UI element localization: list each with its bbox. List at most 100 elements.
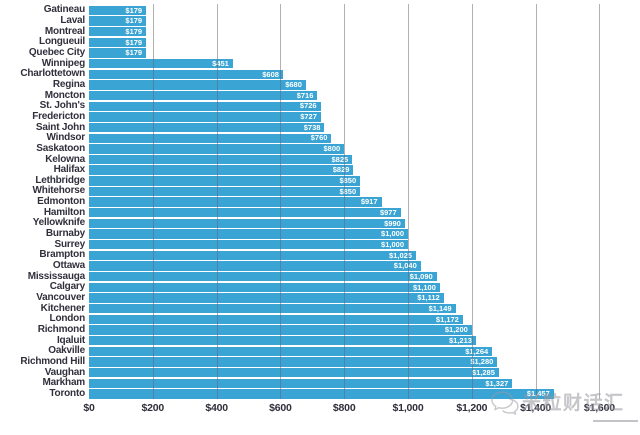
bar-value-label: $680: [285, 80, 302, 90]
bar-value-label: $608: [262, 69, 279, 79]
bar-value-label: $1,025: [389, 250, 412, 260]
bar-value-label: $990: [384, 218, 401, 228]
city-label: Yellowknife: [32, 217, 85, 229]
city-label: Richmond Hill: [20, 355, 85, 367]
chart-row: Iqaluit $1,213: [0, 335, 640, 346]
city-label: Toronto: [49, 387, 85, 399]
city-label: Calgary: [49, 281, 85, 293]
bar-value-label: $1,000: [381, 229, 404, 239]
bar: $451: [89, 58, 233, 69]
city-label: Hamilton: [43, 206, 85, 218]
bar-value-label: $1,172: [435, 314, 459, 324]
bar: $179: [89, 5, 147, 16]
bar: $1,285: [89, 367, 499, 378]
bar: $829: [89, 165, 354, 175]
bar-value-label: $716: [296, 90, 314, 100]
chart-row: Kitchener $1,149: [0, 303, 640, 314]
bar-value-label: $1,090: [409, 271, 433, 281]
city-label: Brampton: [39, 249, 85, 261]
bar: $1,280: [89, 357, 498, 367]
city-label: Burnaby: [45, 228, 85, 240]
bar: $1,457: [89, 389, 554, 399]
bar: $179: [89, 48, 147, 58]
city-label: Regina: [52, 78, 85, 90]
city-label: London: [49, 313, 86, 325]
bar-value-label: $850: [339, 176, 357, 186]
bar-value-label: $1,264: [465, 346, 489, 356]
chart-row: Toronto $1,457: [0, 387, 640, 400]
bar: $990: [89, 218, 405, 229]
chart-row: Vancouver $1,112: [0, 293, 640, 304]
chart-row: Regina $680: [0, 78, 640, 91]
city-label: Mississauga: [27, 270, 85, 282]
bar-value-label: $1,327: [485, 378, 509, 388]
chart-row: Laval $179: [0, 14, 640, 27]
bar: $179: [89, 37, 147, 47]
city-label: Montreal: [44, 25, 85, 37]
city-label: Lethbridge: [35, 174, 85, 186]
x-axis-tick-label: $800: [332, 402, 356, 414]
bar-value-label: $1,149: [428, 303, 452, 313]
chart-row: Hamilton $977: [0, 207, 640, 218]
bar-value-label: $179: [125, 37, 143, 47]
bar: $1,090: [89, 271, 437, 282]
chart-row: Windsor $760: [0, 133, 640, 144]
chart-row: St. John's $726: [0, 101, 640, 112]
bar: $1,327: [89, 378, 513, 388]
city-label: Vaughan: [44, 366, 85, 378]
bar: $1,025: [89, 250, 416, 261]
bar: $1,149: [89, 303, 456, 314]
chart-row: London $1,172: [0, 314, 640, 325]
x-axis-tick-label: $600: [269, 402, 292, 414]
x-axis-tick-label: $200: [141, 402, 165, 414]
chart-row: Vaughan $1,285: [0, 367, 640, 378]
chart-row: Winnipeg $451: [0, 58, 640, 69]
bar: $850: [89, 176, 361, 186]
city-label: Laval: [60, 14, 85, 26]
x-axis-tick-label: $1,200: [456, 402, 488, 414]
chart-row: Mississauga $1,090: [0, 271, 640, 282]
bar-value-label: $738: [303, 122, 321, 132]
chart-row: Quebec City $179: [0, 46, 640, 59]
bar: $608: [89, 69, 283, 79]
x-axis-tick-label: $1,600: [583, 402, 615, 414]
city-label: Charlottetown: [20, 68, 85, 80]
city-label: Gatineau: [43, 4, 85, 16]
bar-value-label: $829: [332, 165, 350, 175]
bar-value-label: $1,000: [381, 240, 404, 249]
city-label: Surrey: [54, 238, 86, 250]
chart-row: Longueuil $179: [0, 37, 640, 48]
bar: $1,200: [89, 325, 472, 335]
bar-value-label: $1,280: [470, 357, 494, 367]
bar: $179: [89, 16, 147, 26]
bar: $726: [89, 101, 321, 111]
bar: $179: [89, 26, 147, 37]
city-label: Fredericton: [32, 110, 85, 122]
city-label: Quebec City: [28, 46, 85, 58]
bar-value-label: $1,285: [471, 367, 495, 377]
city-label: Ottawa: [52, 260, 85, 272]
bar: $680: [89, 80, 306, 90]
bar-value-label: $1,112: [417, 293, 440, 303]
bar: $1,000: [89, 240, 408, 250]
bar: $1,172: [89, 314, 463, 325]
chart-row: Saint John $738: [0, 122, 640, 133]
city-label: St. John's: [39, 100, 86, 112]
chart-row: Fredericton $727: [0, 110, 640, 123]
bar-value-label: $850: [339, 186, 357, 196]
bar: $825: [89, 154, 353, 165]
chart-row: Charlottetown $608: [0, 69, 640, 80]
city-label: Winnipeg: [41, 57, 86, 69]
chart-row: Gatineau $179: [0, 5, 640, 16]
x-axis: $0 $200 $400 $600 $800 $1,000 $1,200 $1,400 $1,6…: [83, 402, 640, 420]
chart-row: Montreal $179: [0, 26, 640, 37]
chart-row: Burnaby $1,000: [0, 229, 640, 240]
chart-row: Markham $1,327: [0, 378, 640, 389]
chart-row: Brampton $1,025: [0, 250, 640, 261]
chart-row: Moncton $716: [0, 90, 640, 101]
bar: $850: [89, 186, 361, 197]
chart-row: Calgary $1,100: [0, 282, 640, 293]
city-label: Saskatoon: [36, 142, 85, 154]
bar: $917: [89, 197, 382, 207]
